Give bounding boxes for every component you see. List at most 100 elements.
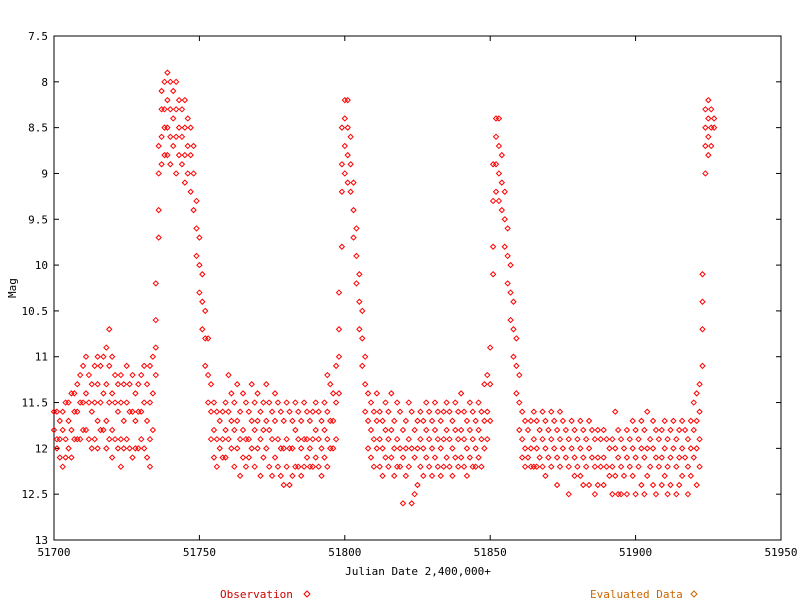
data-point bbox=[97, 399, 104, 406]
data-point bbox=[457, 454, 465, 461]
data-point bbox=[312, 426, 319, 434]
data-point bbox=[612, 472, 619, 480]
data-point bbox=[231, 463, 238, 470]
data-point bbox=[332, 399, 340, 406]
data-point bbox=[315, 463, 322, 470]
data-point bbox=[638, 417, 645, 425]
data-point bbox=[385, 408, 392, 415]
data-point bbox=[344, 179, 351, 186]
data-point bbox=[460, 435, 468, 443]
data-point bbox=[231, 399, 238, 406]
data-point bbox=[565, 490, 572, 498]
data-point bbox=[472, 417, 479, 425]
data-point bbox=[76, 435, 84, 443]
data-point bbox=[693, 481, 700, 489]
data-point bbox=[335, 390, 343, 397]
data-point bbox=[59, 426, 66, 434]
data-point bbox=[644, 445, 651, 452]
y-tick-label: 9 bbox=[41, 167, 48, 180]
data-point bbox=[388, 454, 395, 461]
data-point bbox=[196, 234, 203, 241]
data-point bbox=[391, 472, 398, 480]
data-point bbox=[571, 426, 578, 434]
data-point bbox=[603, 435, 610, 443]
data-point bbox=[629, 445, 636, 452]
data-point bbox=[175, 96, 183, 104]
data-point bbox=[257, 472, 264, 480]
data-point bbox=[263, 381, 270, 388]
data-point bbox=[542, 445, 549, 452]
data-point bbox=[425, 408, 433, 415]
data-point bbox=[321, 426, 328, 434]
data-point bbox=[399, 454, 407, 461]
data-point bbox=[428, 445, 436, 452]
data-point bbox=[684, 463, 692, 470]
data-point bbox=[673, 463, 680, 470]
data-point bbox=[361, 381, 369, 388]
data-point bbox=[574, 435, 581, 443]
y-tick-label: 13 bbox=[35, 534, 48, 547]
data-point bbox=[126, 381, 133, 388]
data-point bbox=[248, 381, 255, 388]
data-point bbox=[120, 381, 127, 388]
data-point bbox=[114, 408, 122, 415]
data-point bbox=[329, 417, 337, 425]
data-point bbox=[361, 353, 369, 360]
data-point bbox=[228, 417, 235, 425]
data-point bbox=[268, 472, 276, 480]
data-point bbox=[527, 417, 535, 425]
data-point bbox=[492, 133, 500, 141]
data-point bbox=[539, 435, 546, 443]
data-point bbox=[710, 115, 718, 122]
data-point bbox=[306, 417, 314, 425]
data-point bbox=[577, 445, 584, 452]
data-point bbox=[396, 445, 404, 452]
data-point bbox=[545, 426, 552, 434]
data-point bbox=[696, 463, 703, 470]
data-point bbox=[385, 463, 392, 470]
data-point bbox=[434, 435, 442, 443]
data-point bbox=[138, 371, 145, 379]
data-point bbox=[178, 161, 186, 168]
data-point bbox=[187, 151, 194, 159]
data-point bbox=[562, 426, 570, 434]
data-point bbox=[315, 408, 322, 415]
data-point bbox=[414, 445, 421, 452]
data-point bbox=[443, 399, 450, 406]
data-point bbox=[614, 454, 622, 461]
data-point bbox=[111, 399, 119, 406]
data-point bbox=[408, 445, 415, 452]
data-point bbox=[696, 408, 703, 415]
data-point bbox=[521, 445, 529, 452]
data-point bbox=[702, 106, 709, 113]
data-point bbox=[626, 463, 633, 470]
data-point bbox=[251, 426, 258, 434]
data-point bbox=[437, 445, 444, 452]
data-point bbox=[699, 271, 706, 278]
data-point bbox=[280, 417, 287, 425]
data-point bbox=[702, 124, 709, 131]
data-point bbox=[591, 490, 599, 498]
data-point bbox=[187, 188, 194, 195]
data-point bbox=[146, 463, 154, 470]
data-point bbox=[318, 472, 325, 480]
data-point bbox=[376, 463, 383, 470]
data-point bbox=[574, 463, 581, 470]
data-point bbox=[74, 408, 81, 415]
data-point bbox=[289, 445, 296, 452]
data-point bbox=[123, 435, 130, 443]
data-point bbox=[382, 399, 389, 406]
data-point bbox=[175, 151, 183, 159]
data-point bbox=[641, 454, 648, 461]
data-point bbox=[172, 133, 180, 141]
data-point bbox=[504, 225, 511, 232]
data-point bbox=[321, 454, 328, 461]
data-point bbox=[236, 472, 244, 480]
data-point bbox=[548, 435, 555, 443]
data-point bbox=[271, 454, 279, 461]
data-point bbox=[367, 426, 375, 434]
data-point bbox=[332, 435, 340, 443]
data-point bbox=[527, 445, 535, 452]
data-point bbox=[446, 408, 453, 415]
data-point bbox=[486, 381, 494, 388]
